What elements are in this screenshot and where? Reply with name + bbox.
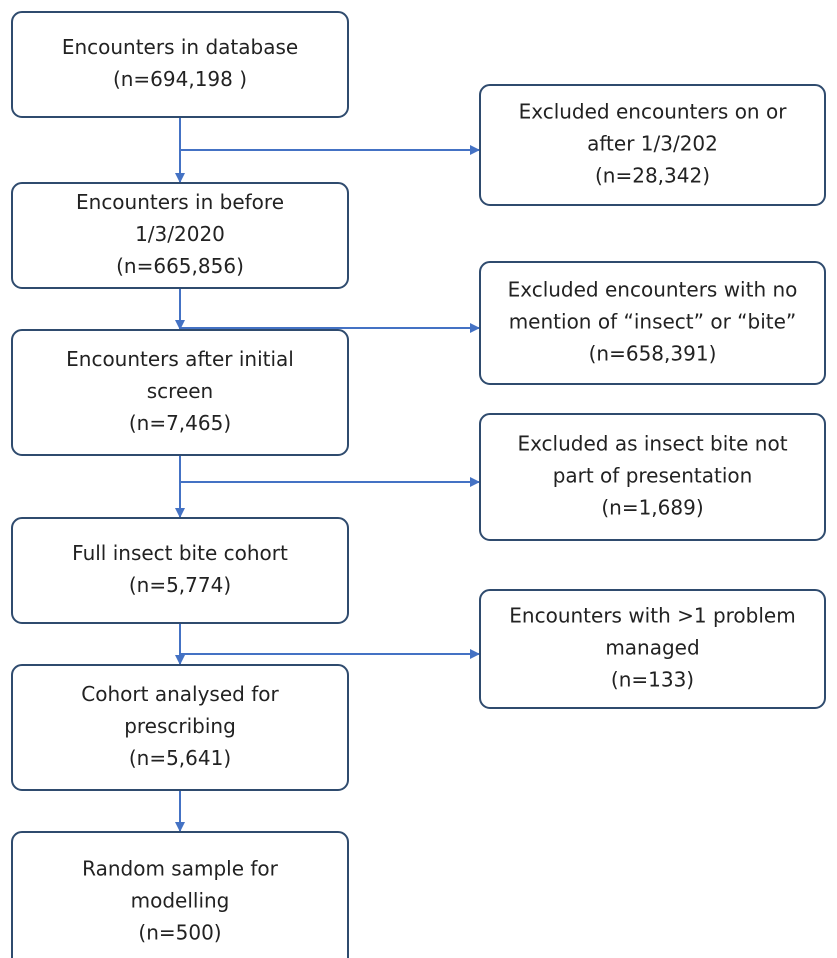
exclusion-box	[479, 84, 826, 206]
step-box-text: 1/3/2020	[135, 222, 225, 246]
step-box-text: Full insect bite cohort	[72, 541, 288, 565]
step-box-text: Encounters in before	[76, 190, 284, 214]
step-box-text: modelling	[131, 889, 230, 913]
exclusion-box	[479, 589, 826, 709]
step-box	[11, 664, 349, 791]
exclusion-box-text: part of presentation	[553, 464, 753, 488]
exclusion-box-text: (n=1,689)	[601, 496, 703, 520]
exclusion-box-text: managed	[605, 636, 699, 660]
exclusion-box-text: Encounters with >1 problem	[509, 604, 795, 628]
exclusion-box-text: after 1/3/202	[587, 132, 718, 156]
step-box-text: Encounters after initial	[66, 347, 294, 371]
step-box-text: (n=5,641)	[129, 746, 231, 770]
exclusion-box	[479, 261, 826, 385]
step-box-text: (n=665,856)	[116, 254, 244, 278]
exclusion-box-text: (n=133)	[611, 668, 694, 692]
step-box	[11, 517, 349, 624]
step-box-text: (n=694,198 )	[113, 67, 247, 91]
step-box	[11, 182, 349, 289]
exclusion-box-text: Excluded encounters on or	[519, 100, 788, 124]
step-box-text: (n=5,774)	[129, 573, 231, 597]
step-box-text: Random sample for	[82, 857, 279, 881]
step-box-text: prescribing	[124, 714, 236, 738]
exclusion-box-text: (n=28,342)	[595, 164, 710, 188]
exclusion-box-text: (n=658,391)	[589, 342, 717, 366]
step-box	[11, 329, 349, 456]
exclusion-box-text: mention of “insect” or “bite”	[509, 310, 797, 334]
step-box	[11, 831, 349, 958]
step-box-text: (n=7,465)	[129, 411, 231, 435]
step-box-text: Encounters in database	[62, 35, 298, 59]
exclusion-box-text: Excluded encounters with no	[508, 278, 798, 302]
step-box-text: screen	[147, 379, 213, 403]
exclusion-box-text: Excluded as insect bite not	[517, 432, 787, 456]
step-box-text: Cohort analysed for	[81, 682, 279, 706]
exclusion-box	[479, 413, 826, 541]
step-box	[11, 11, 349, 118]
step-box-text: (n=500)	[138, 921, 221, 945]
